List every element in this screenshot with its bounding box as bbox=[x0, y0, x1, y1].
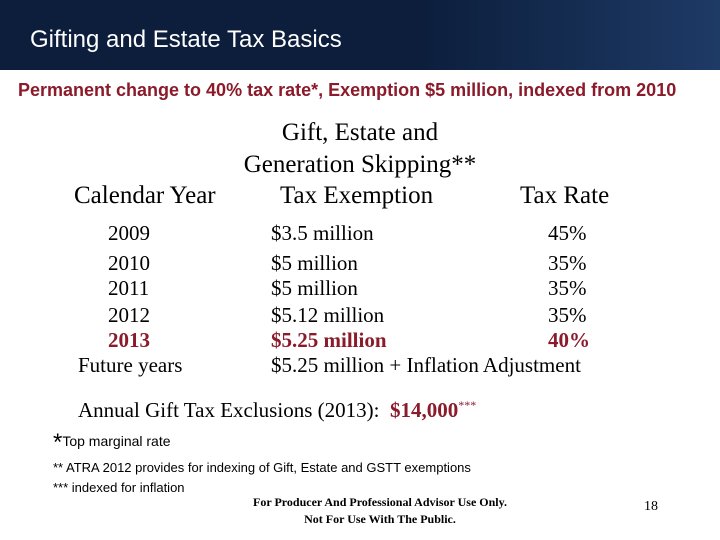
row-2013-rate: 40% bbox=[548, 328, 590, 352]
row-2011-year: 2011 bbox=[108, 276, 150, 300]
row-2009-exemption: $3.5 million bbox=[271, 221, 374, 245]
slide-title: Gifting and Estate Tax Basics bbox=[30, 26, 342, 53]
footnote-top-rate-text: Top marginal rate bbox=[62, 433, 171, 449]
row-2013-year: 2013 bbox=[108, 328, 150, 352]
footnote-indexed: *** indexed for inflation bbox=[53, 480, 185, 495]
footnote-atra: ** ATRA 2012 provides for indexing of Gi… bbox=[53, 460, 471, 475]
disclaimer: For Producer And Professional Advisor Us… bbox=[225, 494, 535, 528]
row-future-exemption: $5.25 million + Inflation Adjustment bbox=[271, 353, 581, 377]
disclaimer-line2: Not For Use With The Public. bbox=[304, 512, 456, 526]
group-heading-line1: Gift, Estate and bbox=[281, 119, 439, 146]
row-2011-rate: 35% bbox=[548, 276, 587, 300]
footnote-top-rate: *Top marginal rate bbox=[53, 429, 171, 457]
row-2012-exemption: $5.12 million bbox=[271, 303, 385, 327]
row-2009-rate: 45% bbox=[548, 221, 587, 245]
annual-exclusion-value: $14,000 bbox=[389, 398, 459, 422]
title-bar: Gifting and Estate Tax Basics bbox=[0, 0, 720, 70]
annual-exclusion-marker: *** bbox=[458, 398, 477, 412]
row-2009-year: 2009 bbox=[108, 221, 150, 245]
group-heading-line2: Generation Skipping** bbox=[243, 151, 477, 178]
footnote-star: * bbox=[53, 429, 63, 456]
disclaimer-line1: For Producer And Professional Advisor Us… bbox=[253, 495, 507, 509]
title-bar-shade bbox=[420, 0, 720, 70]
row-2011-exemption: $5 million bbox=[271, 276, 358, 300]
annual-exclusion-label: Annual Gift Tax Exclusions (2013): bbox=[78, 398, 380, 422]
column-header-year: Calendar Year bbox=[74, 182, 216, 209]
annual-exclusion-line: Annual Gift Tax Exclusions (2013): $14,0… bbox=[78, 398, 476, 423]
page-number: 18 bbox=[644, 499, 658, 514]
row-2012-year: 2012 bbox=[108, 303, 150, 327]
row-2010-rate: 35% bbox=[548, 251, 587, 275]
column-header-exemption: Tax Exemption bbox=[280, 182, 434, 209]
row-future-year: Future years bbox=[78, 353, 183, 377]
column-header-rate: Tax Rate bbox=[520, 182, 610, 209]
row-2013-exemption: $5.25 million bbox=[271, 328, 387, 352]
row-2012-rate: 35% bbox=[548, 303, 587, 327]
row-2010-year: 2010 bbox=[108, 251, 150, 275]
row-2010-exemption: $5 million bbox=[271, 251, 358, 275]
lead-statement: Permanent change to 40% tax rate*, Exemp… bbox=[18, 80, 677, 100]
